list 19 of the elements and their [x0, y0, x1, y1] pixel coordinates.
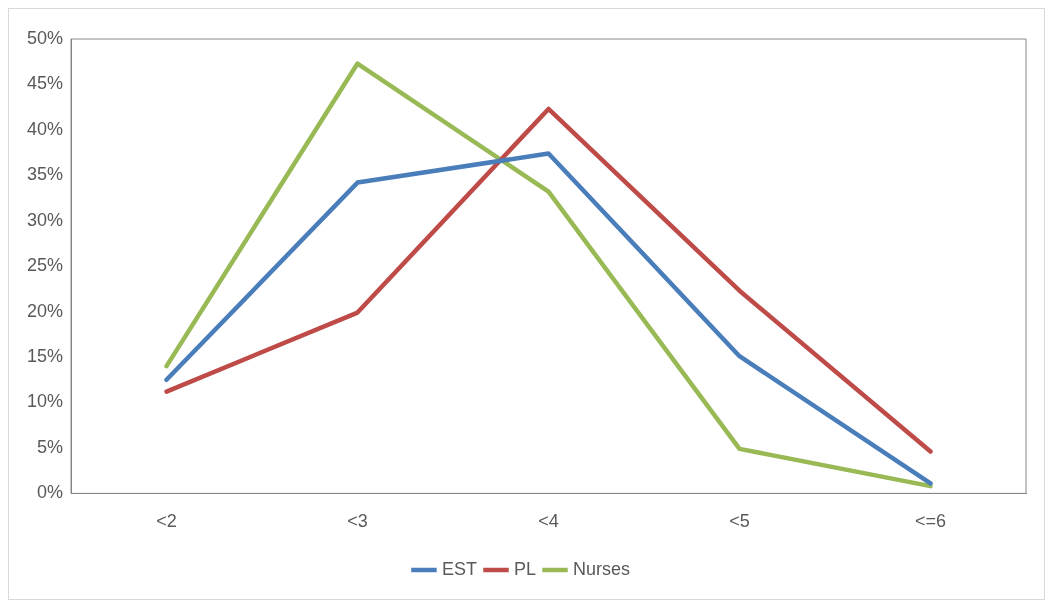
x-tick-label: <5 [729, 511, 750, 532]
legend-label: EST [441, 558, 477, 579]
legend-label: PL [513, 558, 537, 579]
y-tick-label: 50% [27, 27, 64, 48]
y-tick-label: 0% [37, 482, 64, 503]
x-tick-label: <2 [156, 511, 177, 532]
x-tick-label: <=6 [914, 511, 947, 532]
x-tick-label: <3 [347, 511, 368, 532]
y-tick-label: 5% [37, 436, 64, 457]
x-tick-label: <4 [538, 511, 559, 532]
y-tick-label: 15% [27, 346, 64, 367]
y-tick-label: 35% [27, 164, 64, 185]
y-tick-label: 25% [27, 255, 64, 276]
y-tick-label: 45% [27, 73, 64, 94]
y-tick-label: 20% [27, 300, 64, 321]
y-tick-label: 10% [27, 391, 64, 412]
legend-label: Nurses [573, 558, 631, 579]
y-tick-label: 40% [27, 118, 64, 139]
y-tick-label: 30% [27, 209, 64, 230]
